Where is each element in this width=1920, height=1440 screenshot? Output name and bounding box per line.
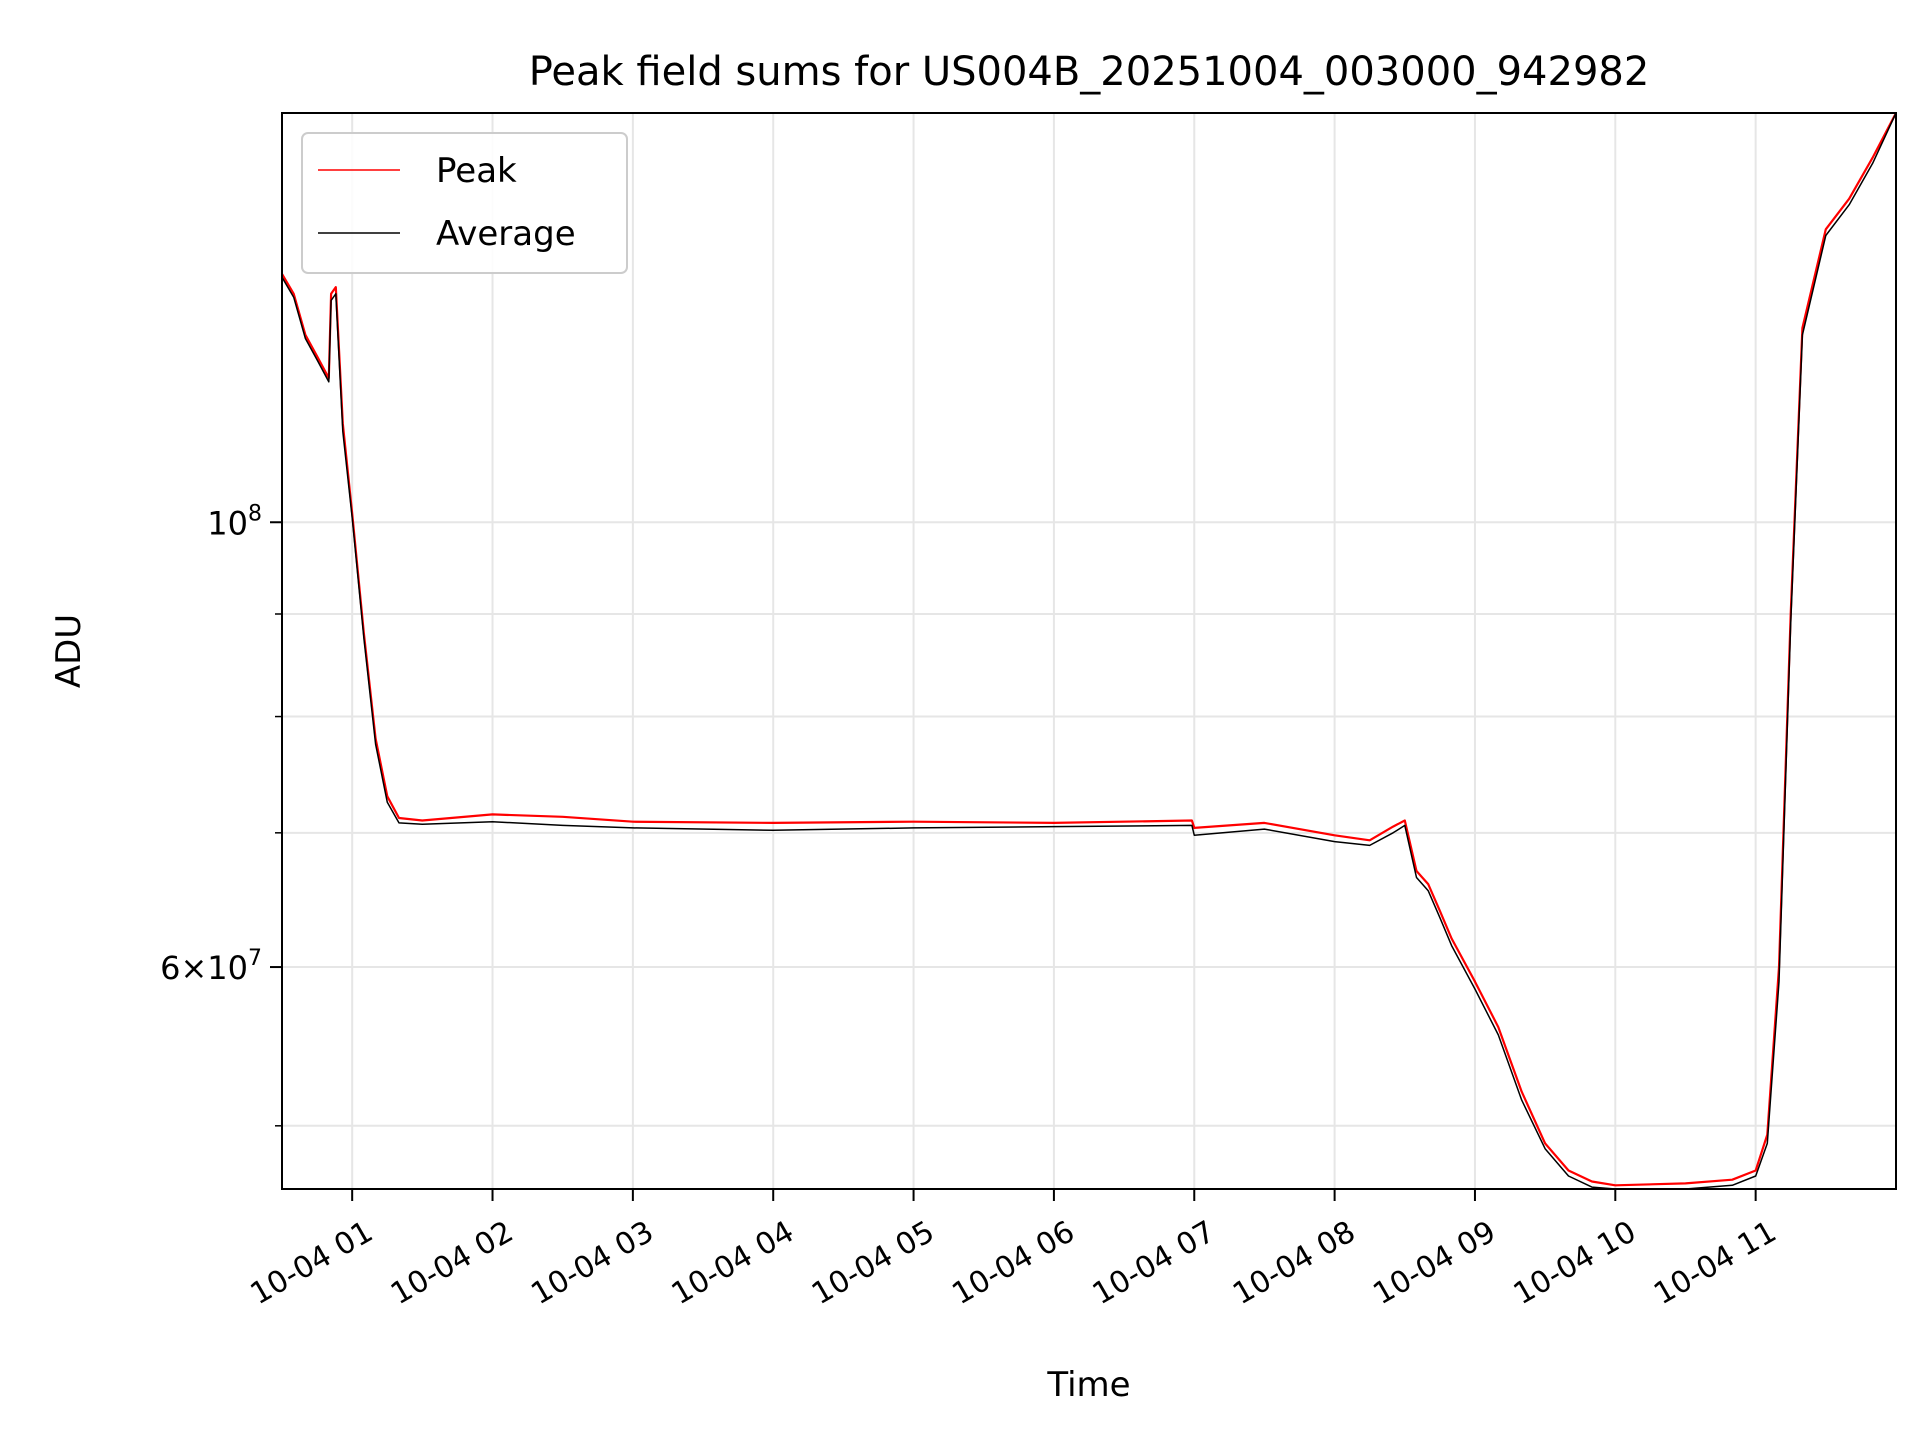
plot-lines — [281, 112, 1897, 1190]
y-axis-ticks: 6×107 108 — [160, 501, 282, 1127]
plot-frame — [281, 112, 1897, 1190]
legend-label-peak: Peak — [436, 151, 517, 191]
y-axis-label: ADU — [49, 614, 89, 688]
y-tick-label: 108 — [207, 501, 262, 542]
series-line-average — [281, 112, 1897, 1190]
y-tick-label: 6×107 — [160, 946, 262, 987]
x-axis-label: Time — [1046, 1365, 1130, 1405]
legend-box — [301, 132, 628, 274]
chart-title: Peak field sums for US004B_20251004_0030… — [529, 49, 1650, 95]
legend-label-average: Average — [436, 214, 576, 254]
grid — [282, 113, 1896, 1189]
legend: Peak Average — [301, 132, 628, 274]
